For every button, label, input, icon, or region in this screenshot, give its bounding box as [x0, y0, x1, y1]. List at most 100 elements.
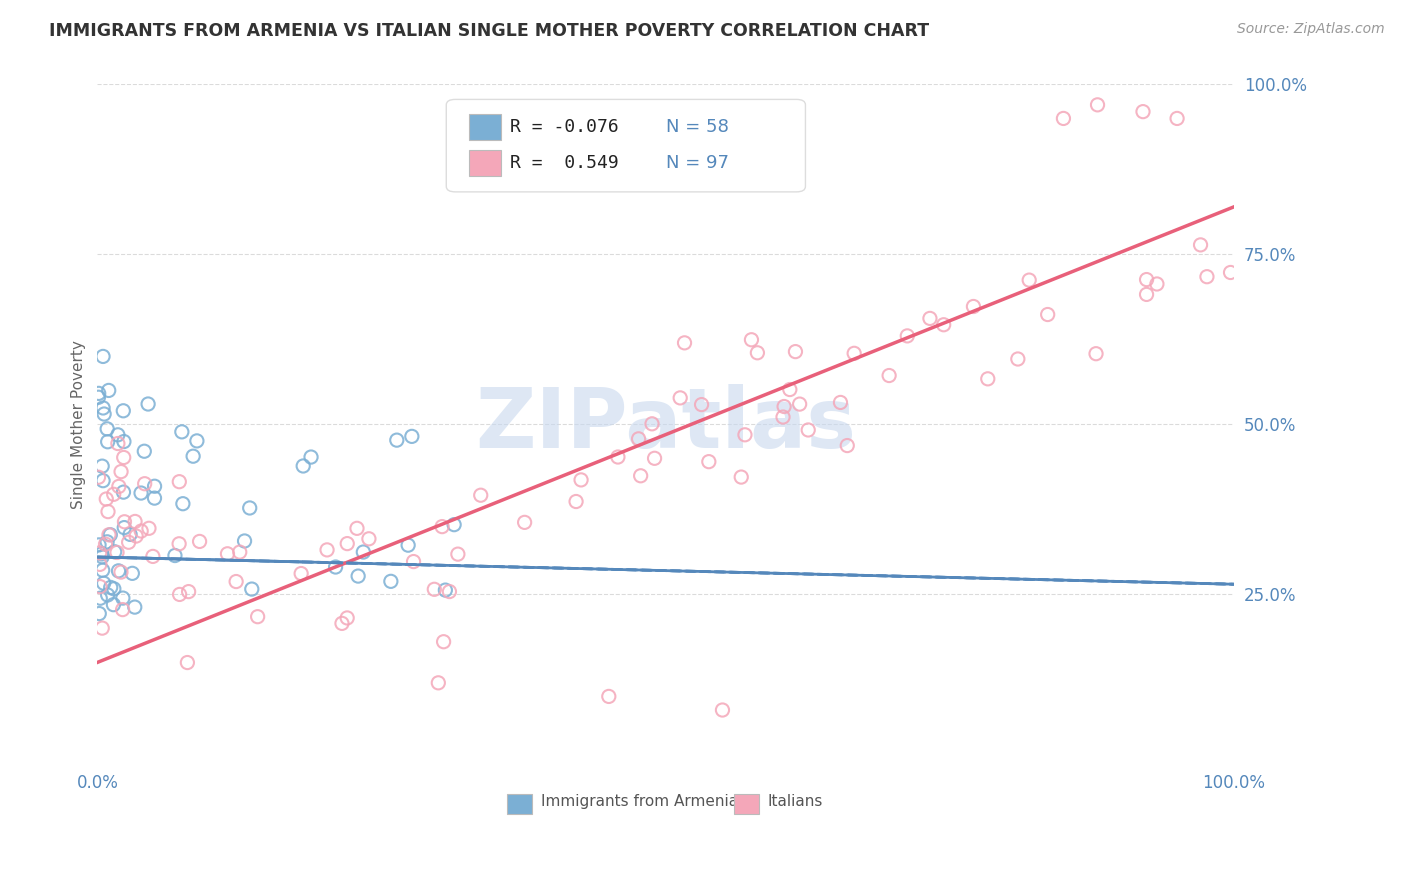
Point — [124, 515, 146, 529]
Point — [89, 580, 111, 594]
Point — [1195, 269, 1218, 284]
Point — [336, 536, 359, 550]
Point — [1085, 347, 1108, 361]
Point — [569, 473, 592, 487]
Point — [96, 534, 118, 549]
Point — [108, 479, 131, 493]
Point — [107, 564, 129, 578]
Point — [598, 690, 620, 704]
Point — [1087, 98, 1109, 112]
Point — [837, 439, 859, 453]
Point — [690, 398, 713, 412]
Text: N = 58: N = 58 — [665, 118, 728, 136]
Point — [91, 621, 114, 635]
Point — [91, 350, 114, 364]
Point — [830, 395, 852, 409]
Point — [1018, 273, 1040, 287]
Point — [181, 449, 204, 463]
Point — [143, 479, 166, 493]
Point — [111, 591, 134, 606]
Point — [143, 491, 166, 505]
Point — [439, 584, 461, 599]
Point — [93, 407, 115, 421]
Point — [96, 422, 118, 436]
Y-axis label: Single Mother Poverty: Single Mother Poverty — [72, 340, 86, 508]
Point — [606, 450, 628, 464]
Point — [730, 470, 752, 484]
Point — [112, 520, 135, 534]
Point — [1036, 308, 1059, 322]
Point — [142, 549, 165, 564]
Point — [163, 549, 186, 563]
Text: R =  0.549: R = 0.549 — [510, 153, 619, 171]
Point — [107, 427, 129, 442]
Point — [136, 397, 159, 411]
Point — [434, 583, 457, 598]
Point — [292, 458, 315, 473]
Point — [246, 609, 269, 624]
FancyBboxPatch shape — [470, 113, 501, 139]
Point — [111, 602, 134, 616]
Point — [1132, 104, 1154, 119]
Point — [918, 311, 941, 326]
Point — [233, 533, 256, 548]
Point — [290, 566, 312, 581]
Point — [94, 537, 117, 551]
Point — [347, 569, 370, 583]
Point — [630, 468, 652, 483]
Point — [443, 517, 465, 532]
Point — [121, 566, 143, 581]
Point — [170, 425, 193, 439]
Point — [779, 383, 801, 397]
Point — [697, 455, 720, 469]
Point — [105, 545, 128, 559]
Point — [336, 611, 359, 625]
Text: Immigrants from Armenia: Immigrants from Armenia — [541, 794, 738, 809]
Point — [423, 582, 446, 597]
Point — [1189, 238, 1212, 252]
Point — [385, 433, 408, 447]
Point — [91, 401, 114, 415]
Point — [89, 607, 111, 621]
Point — [97, 434, 120, 449]
Point — [91, 549, 114, 564]
Point — [896, 329, 918, 343]
Point — [117, 535, 139, 549]
Text: R = -0.076: R = -0.076 — [510, 118, 619, 136]
Point — [169, 475, 191, 489]
Text: N = 97: N = 97 — [665, 153, 728, 171]
Point — [740, 333, 762, 347]
Point — [977, 372, 1000, 386]
Point — [112, 434, 135, 449]
Point — [396, 538, 419, 552]
Point — [103, 598, 125, 612]
Point — [797, 423, 820, 437]
Text: Italians: Italians — [768, 794, 824, 809]
FancyBboxPatch shape — [734, 794, 759, 814]
Point — [1146, 277, 1168, 291]
Point — [100, 581, 122, 595]
Point — [402, 555, 425, 569]
Point — [239, 500, 262, 515]
Point — [169, 587, 191, 601]
Point — [627, 432, 650, 446]
Point — [734, 427, 756, 442]
Point — [97, 384, 120, 398]
Point — [98, 528, 121, 542]
Point — [229, 545, 252, 559]
Point — [89, 591, 111, 606]
Point — [112, 485, 135, 500]
Point — [962, 300, 984, 314]
Point — [299, 450, 322, 464]
Point — [330, 616, 353, 631]
Point — [470, 488, 492, 502]
Point — [1166, 112, 1188, 126]
FancyBboxPatch shape — [470, 150, 501, 176]
Point — [316, 542, 339, 557]
Point — [447, 547, 470, 561]
Point — [773, 400, 796, 414]
Point — [427, 675, 450, 690]
Point — [134, 476, 156, 491]
Point — [114, 515, 136, 529]
Point — [97, 588, 120, 602]
